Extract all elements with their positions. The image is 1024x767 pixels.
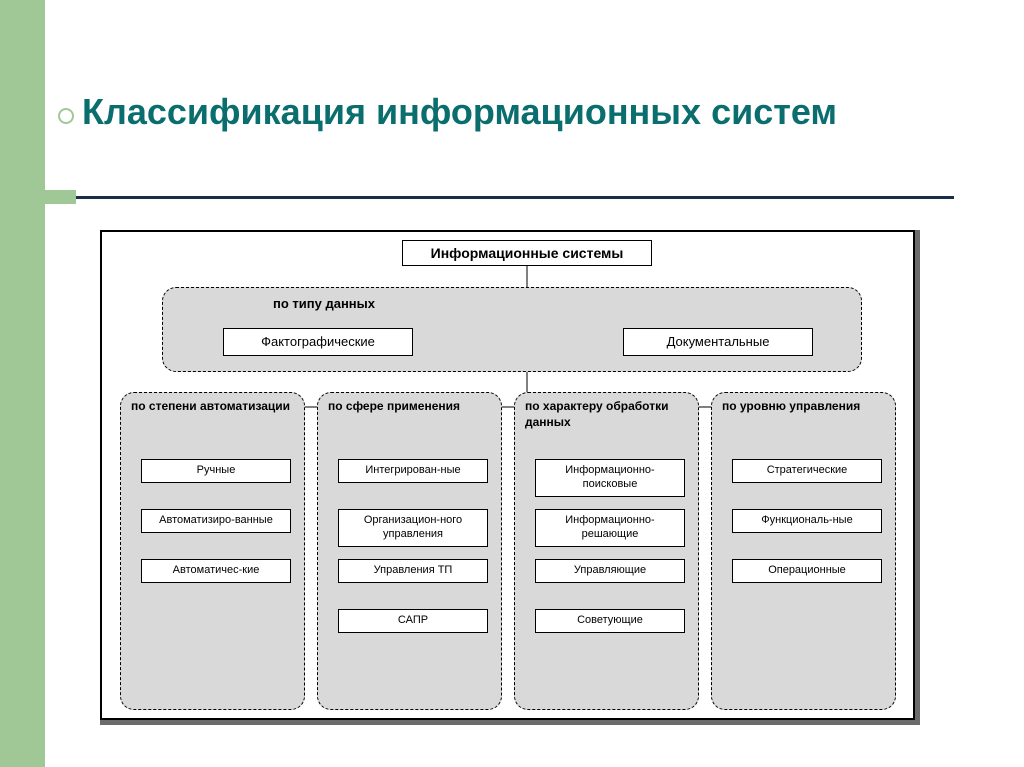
item-functional: Функциональ-ные <box>732 509 882 533</box>
type-item-documentary: Документальные <box>623 328 813 356</box>
type-item-factographic: Фактографические <box>223 328 413 356</box>
col-automation-label: по степени автоматизации <box>131 399 290 415</box>
title-bullet <box>58 108 74 124</box>
page-title: Классификация информационных систем <box>82 88 837 137</box>
item-integrated: Интегрирован-ные <box>338 459 488 483</box>
type-group-label: по типу данных <box>273 296 375 311</box>
item-automatic: Автоматичес-кие <box>141 559 291 583</box>
item-automated: Автоматизиро-ванные <box>141 509 291 533</box>
item-infosearch: Информационно-поисковые <box>535 459 685 497</box>
green-sidebar <box>0 0 45 767</box>
type-group: по типу данных Фактографические Документ… <box>162 287 862 372</box>
item-advisory: Советующие <box>535 609 685 633</box>
col-application: по сфере применения Интегрирован-ные Орг… <box>317 392 502 710</box>
col-processing: по характеру обработки данных Информацио… <box>514 392 699 710</box>
diagram-shadow: Информационные системы по типу данных Фа… <box>100 230 920 725</box>
title-underline <box>76 196 954 199</box>
green-accent <box>0 190 76 204</box>
item-infodecide: Информационно-решающие <box>535 509 685 547</box>
col-automation: по степени автоматизации Ручные Автомати… <box>120 392 305 710</box>
root-node: Информационные системы <box>402 240 652 266</box>
item-controlling: Управляющие <box>535 559 685 583</box>
item-strategic: Стратегические <box>732 459 882 483</box>
col-application-label: по сфере применения <box>328 399 460 415</box>
item-manual: Ручные <box>141 459 291 483</box>
item-orgmgmt: Организацион-ного управления <box>338 509 488 547</box>
item-operational: Операционные <box>732 559 882 583</box>
item-tpcontrol: Управления ТП <box>338 559 488 583</box>
item-sapr: САПР <box>338 609 488 633</box>
col-management: по уровню управления Стратегические Функ… <box>711 392 896 710</box>
col-processing-label: по характеру обработки данных <box>525 399 690 430</box>
diagram-frame: Информационные системы по типу данных Фа… <box>100 230 915 720</box>
col-management-label: по уровню управления <box>722 399 860 415</box>
